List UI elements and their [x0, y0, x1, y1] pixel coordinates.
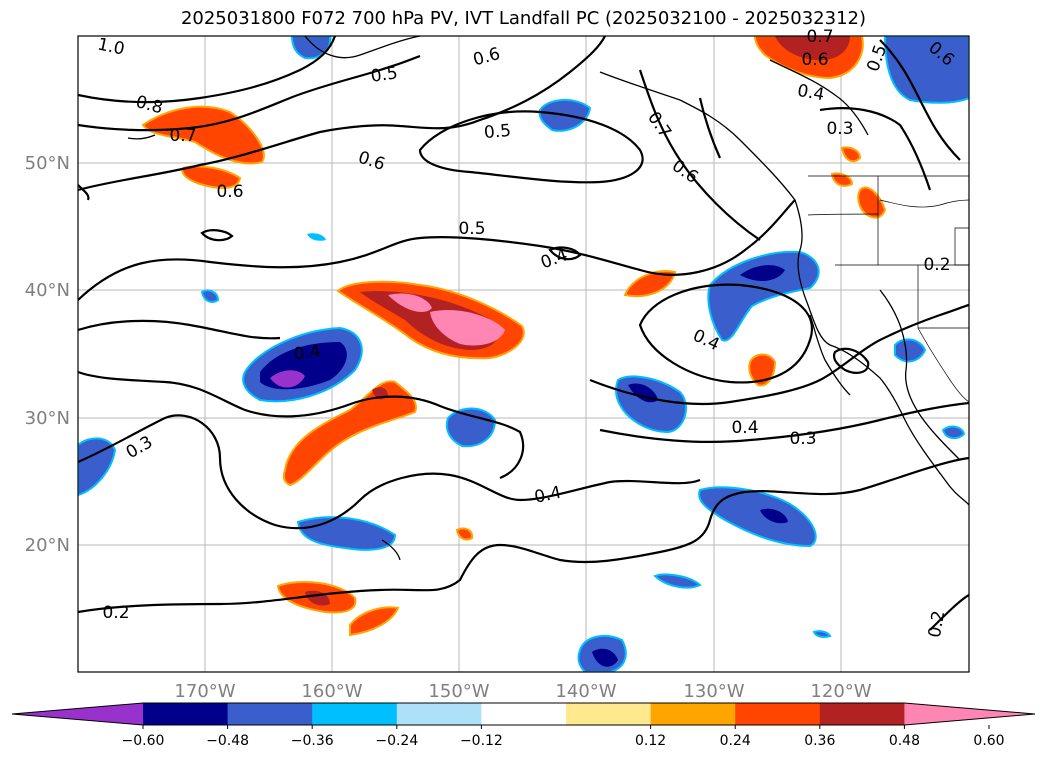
contour-label: 0.4 — [538, 245, 570, 273]
contour-label: 0.5 — [483, 121, 512, 143]
x-tick-label: 150°W — [428, 681, 489, 702]
contour-label: 0.2 — [923, 255, 950, 275]
coastlines — [127, 36, 969, 561]
x-tick-label: 130°W — [683, 681, 744, 702]
colorbar-tick-label: −0.24 — [375, 733, 418, 749]
contour-label: 0.3 — [789, 429, 816, 449]
contour-label: 0.6 — [801, 50, 828, 70]
contour-label: 0.7 — [169, 126, 196, 146]
political-borders — [807, 175, 969, 403]
y-tick-label: 30°N — [25, 408, 70, 429]
contour-label: 0.7 — [806, 27, 833, 47]
colorbar: −0.60 −0.48 −0.36 −0.24 −0.12 0.12 0.24 0.36 0.4… — [11, 702, 1036, 749]
colorbar-segment — [312, 703, 398, 725]
pv-contours — [78, 36, 969, 631]
colorbar-segment — [566, 703, 652, 725]
pc-fill-regions — [78, 36, 969, 672]
contour-label: 0.5 — [370, 63, 400, 87]
colorbar-extend-max — [904, 703, 1035, 725]
contour-label: 0.2 — [102, 603, 129, 623]
colorbar-tick-label: 0.24 — [720, 733, 751, 749]
map-frame — [77, 35, 970, 673]
contour-label: 0.6 — [356, 148, 388, 175]
colorbar-tick-label: 0.36 — [804, 733, 835, 749]
colorbar-tick-label: 0.48 — [889, 733, 920, 749]
contour-label: 1.0 — [96, 35, 127, 60]
contour-label: 0.6 — [471, 44, 502, 70]
y-tick-label: 20°N — [25, 535, 70, 556]
x-tick-label: 140°W — [555, 681, 616, 702]
contour-label: 0.5 — [458, 219, 485, 239]
contour-label: 0.6 — [216, 182, 243, 202]
contour-label: 0.4 — [293, 341, 323, 365]
y-tick-label: 50°N — [25, 153, 70, 174]
gridlines — [78, 36, 969, 672]
colorbar-segment — [650, 703, 736, 725]
contour-label: 0.4 — [731, 418, 758, 438]
contour-label: 0.2 — [925, 609, 949, 639]
colorbar-segment — [227, 703, 313, 725]
x-tick-labels: 170°W 160°W 150°W 140°W 130°W 120°W — [174, 681, 871, 702]
colorbar-extend-min — [12, 703, 143, 725]
colorbar-tick-label: −0.60 — [122, 733, 165, 749]
contour-label: 0.4 — [533, 483, 564, 508]
y-tick-labels: 50°N 40°N 30°N 20°N — [25, 153, 70, 556]
x-tick-label: 160°W — [301, 681, 362, 702]
y-tick-label: 40°N — [25, 280, 70, 301]
colorbar-segment — [735, 703, 821, 725]
colorbar-tick-label: −0.12 — [460, 733, 503, 749]
x-tick-label: 170°W — [174, 681, 235, 702]
colorbar-segment — [819, 703, 905, 725]
colorbar-tick-label: −0.36 — [291, 733, 334, 749]
contour-label: 0.4 — [796, 81, 826, 105]
colorbar-tick-label: 0.60 — [973, 733, 1004, 749]
contour-label: 0.7 — [643, 108, 675, 142]
colorbar-segment — [396, 703, 482, 725]
contour-label: 0.8 — [134, 92, 165, 118]
map-title: 2025031800 F072 700 hPa PV, IVT Landfall… — [180, 8, 867, 29]
x-tick-label: 120°W — [810, 681, 871, 702]
colorbar-segment — [143, 703, 229, 725]
colorbar-segment — [481, 703, 567, 725]
contour-label: 0.3 — [826, 119, 853, 139]
colorbar-tick-label: 0.12 — [635, 733, 666, 749]
colorbar-tick-label: −0.48 — [206, 733, 249, 749]
